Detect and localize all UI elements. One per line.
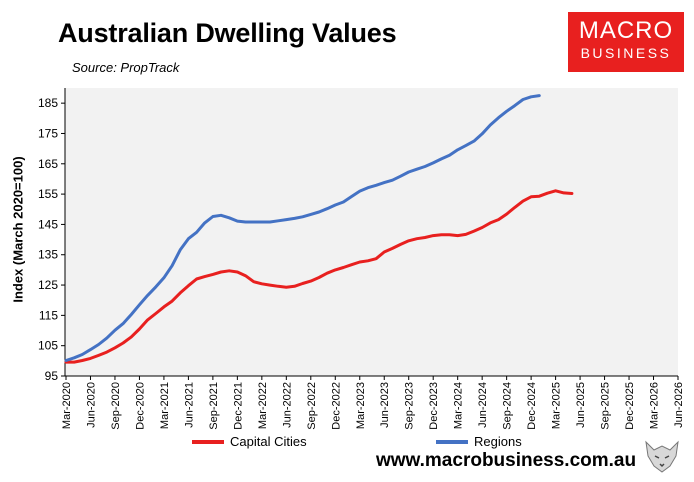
x-tick-label: Jun-2023	[379, 382, 391, 428]
logo-line-1: MACRO	[578, 17, 674, 44]
x-tick-label: Dec-2020	[134, 382, 146, 430]
x-tick-label: Sep-2025	[600, 382, 612, 430]
axes	[64, 88, 678, 377]
x-tick-label: Mar-2025	[551, 382, 563, 429]
legend-swatch-regions	[436, 439, 468, 444]
x-tick-label: Jun-2021	[183, 382, 195, 428]
x-tick-label: Jun-2025	[575, 382, 587, 428]
x-tick-label: Sep-2023	[404, 382, 416, 430]
plot-area	[65, 88, 678, 376]
y-tick-label: 155	[38, 187, 58, 201]
wolf-logo-icon	[645, 440, 679, 473]
x-tick-label: Sep-2021	[208, 382, 220, 430]
x-tick-label: Dec-2024	[526, 382, 538, 430]
x-tick-label: Jun-2020	[85, 382, 97, 428]
x-tick-label: Jun-2022	[281, 382, 293, 428]
logo-line-2: BUSINESS	[580, 45, 672, 61]
x-tick-label: Dec-2025	[624, 382, 636, 430]
legend-item-regions: Regions	[436, 434, 522, 449]
y-tick-label: 185	[38, 96, 58, 110]
legend-swatch-capital-cities	[192, 439, 224, 444]
y-tick-label: 105	[38, 339, 58, 353]
chart-source: Source: PropTrack	[72, 60, 180, 75]
x-tick-label: Sep-2020	[110, 382, 122, 430]
x-tick-label: Jun-2024	[477, 382, 489, 428]
y-tick-label: 115	[39, 308, 58, 322]
y-tick-label: 145	[38, 217, 58, 231]
x-tick-label: Dec-2022	[330, 382, 342, 430]
x-tick-label: Mar-2024	[453, 382, 465, 429]
x-tick-label: Jun-2026	[673, 382, 685, 428]
y-tick-label: 135	[38, 248, 58, 262]
x-tick-label: Mar-2023	[355, 382, 367, 429]
x-tick-label: Mar-2026	[649, 382, 661, 429]
x-tick-label: Dec-2023	[428, 382, 440, 430]
legend-item-capital-cities: Capital Cities	[192, 434, 307, 449]
x-axis-ticks: Mar-2020 Jun-2020 Sep-2020 Dec-2020 Mar-2021…	[61, 376, 685, 430]
series-line-regions	[64, 94, 541, 362]
y-axis-ticks: 95 105 115 125 135 145 155 165 175 185	[38, 96, 65, 383]
legend-label-regions: Regions	[474, 434, 522, 449]
x-tick-label: Mar-2020	[61, 382, 73, 429]
x-tick-label: Mar-2022	[257, 382, 269, 429]
chart-title: Australian Dwelling Values	[58, 18, 397, 48]
y-tick-label: 95	[45, 369, 59, 383]
series-lines	[64, 94, 574, 364]
y-tick-label: 175	[38, 126, 58, 140]
macrobusiness-logo: MACRO BUSINESS	[568, 12, 684, 72]
legend-label-capital-cities: Capital Cities	[230, 434, 307, 449]
y-tick-label: 125	[38, 278, 58, 292]
x-tick-label: Mar-2021	[159, 382, 171, 429]
website-url: www.macrobusiness.com.au	[376, 450, 637, 471]
x-tick-label: Sep-2024	[502, 382, 514, 430]
x-tick-label: Sep-2022	[306, 382, 318, 430]
series-line-capital-cities	[64, 189, 574, 364]
y-tick-label: 165	[38, 157, 58, 171]
x-tick-label: Dec-2021	[232, 382, 244, 430]
